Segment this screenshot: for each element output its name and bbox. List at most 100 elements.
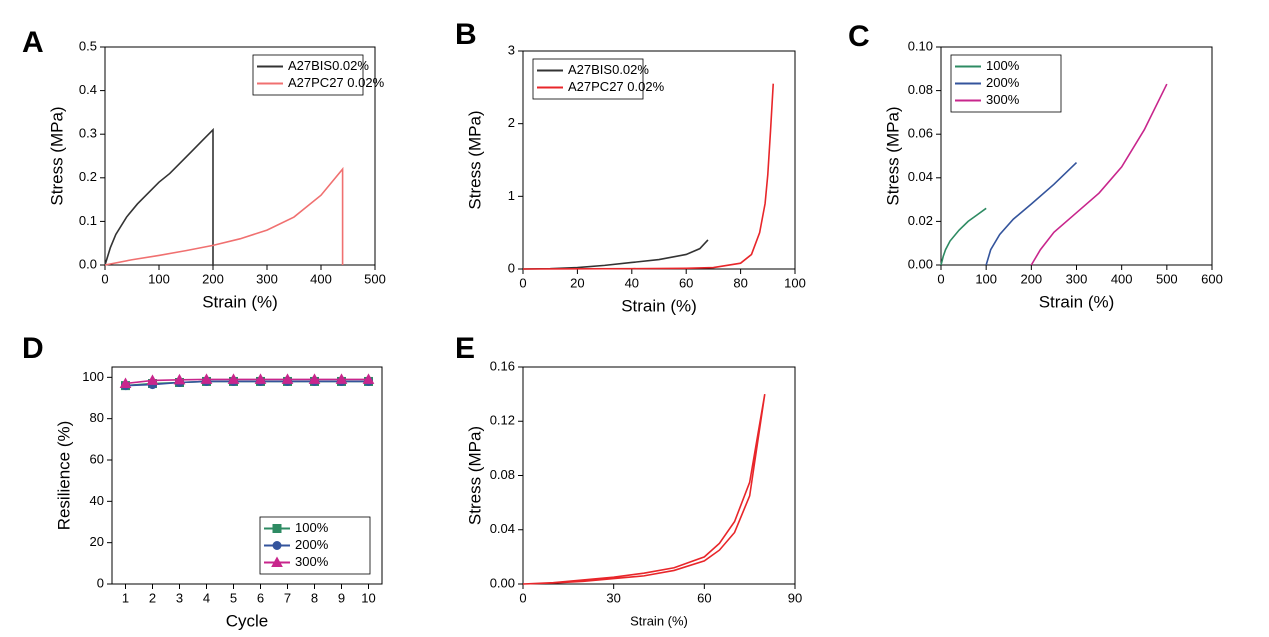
x-axis-label: Strain (%) <box>202 292 278 311</box>
x-tick-label: 60 <box>679 275 693 290</box>
legend-box <box>252 54 364 96</box>
legend-label: 100% <box>295 520 329 535</box>
y-tick-label: 0.3 <box>79 126 97 141</box>
series-line <box>985 161 1078 266</box>
y-tick-label: 0.00 <box>908 256 933 271</box>
legend-label: A27PC27 0.02% <box>288 75 385 90</box>
series-line <box>1030 83 1168 266</box>
panel: C 0 100 200 300 400 500 600 0.00 0.02 0.04 0.06 0.08… <box>848 20 1223 312</box>
legend-label: 300% <box>986 92 1020 107</box>
x-tick-label: 100 <box>148 271 170 286</box>
series-line <box>125 380 369 387</box>
x-tick-label: 6 <box>257 590 264 605</box>
y-tick-label: 2 <box>508 115 515 130</box>
marker <box>362 373 375 384</box>
x-tick-label: 500 <box>364 271 386 286</box>
y-tick-label: 1 <box>508 188 515 203</box>
y-tick-label: 0.4 <box>79 82 97 97</box>
y-tick-label: 100 <box>82 369 104 384</box>
marker <box>272 524 282 533</box>
legend-label: A27BIS0.02% <box>568 62 649 77</box>
x-tick-label: 0 <box>519 275 526 290</box>
y-tick-label: 80 <box>90 410 104 425</box>
x-tick-label: 7 <box>284 590 291 605</box>
legend-label: 200% <box>986 75 1020 90</box>
series-line <box>125 378 369 385</box>
marker <box>272 541 282 550</box>
y-axis-label: Stress (MPa) <box>465 110 484 209</box>
panel-label: E <box>455 332 475 365</box>
x-tick-label: 30 <box>606 590 620 605</box>
panel: B 0 20 40 60 80 100 0 1 2 3 Strain (%) Stress (MPa) A… <box>455 18 806 316</box>
legend-label: A27BIS0.02% <box>288 58 369 73</box>
y-axis-label: Stress (MPa) <box>465 426 484 525</box>
series-line <box>940 207 987 266</box>
y-axis-label: Resilience (%) <box>54 421 73 531</box>
y-tick-label: 0 <box>97 575 104 590</box>
x-tick-label: 0 <box>937 271 944 286</box>
y-tick-label: 0.00 <box>490 575 515 590</box>
x-tick-label: 100 <box>784 275 806 290</box>
legend-label: A27PC27 0.02% <box>568 79 665 94</box>
marker <box>173 373 186 385</box>
x-tick-label: 80 <box>733 275 747 290</box>
series-line <box>522 239 709 270</box>
series-line <box>522 393 766 585</box>
x-tick-label: 4 <box>203 590 210 605</box>
x-tick-label: 2 <box>149 590 156 605</box>
legend-label: 100% <box>986 58 1020 73</box>
marker <box>281 373 294 384</box>
marker <box>146 374 159 385</box>
x-axis-label: Cycle <box>226 611 269 630</box>
panel-label: C <box>848 20 870 53</box>
panel-label: D <box>22 332 44 365</box>
series-line <box>104 127 214 266</box>
panel: E 0 30 60 90 0.00 0.04 0.08 0.12 0.16 Strain (%) St… <box>455 332 802 629</box>
y-tick-label: 0 <box>508 260 515 275</box>
x-tick-label: 200 <box>1020 271 1042 286</box>
x-tick-label: 100 <box>975 271 997 286</box>
panel: A 0 100 200 300 400 500 0.0 0.1 0.2 0.3 0.4 0.5 Strai… <box>22 26 386 312</box>
x-tick-label: 9 <box>338 590 345 605</box>
x-tick-label: 5 <box>230 590 237 605</box>
marker <box>200 373 213 384</box>
legend-label: 200% <box>295 537 329 552</box>
y-tick-label: 60 <box>90 451 104 466</box>
y-tick-label: 0.08 <box>490 467 515 482</box>
y-tick-label: 0.0 <box>79 256 97 271</box>
y-tick-label: 0.12 <box>490 413 515 428</box>
x-tick-label: 300 <box>256 271 278 286</box>
plot-frame <box>104 46 376 266</box>
marker <box>227 373 240 384</box>
y-tick-label: 0.04 <box>490 521 515 536</box>
x-axis-label: Strain (%) <box>1039 292 1115 311</box>
x-tick-label: 10 <box>361 590 375 605</box>
legend-label: 300% <box>295 554 329 569</box>
panel-label: B <box>455 18 477 51</box>
panel: D1 2 3 4 5 6 7 8 9 10020406080100CycleResilience … <box>22 332 383 630</box>
x-tick-label: 0 <box>101 271 108 286</box>
x-tick-label: 40 <box>625 275 639 290</box>
x-axis-label: Strain (%) <box>630 613 688 628</box>
plot-frame <box>522 366 796 585</box>
y-tick-label: 3 <box>508 42 515 57</box>
x-tick-label: 3 <box>176 590 183 605</box>
y-tick-label: 0.02 <box>908 213 933 228</box>
x-tick-label: 0 <box>519 590 526 605</box>
y-tick-label: 20 <box>90 534 104 549</box>
series-line <box>522 83 775 270</box>
y-tick-label: 0.5 <box>79 38 97 53</box>
marker <box>254 373 267 384</box>
y-tick-label: 0.06 <box>908 126 933 141</box>
x-tick-label: 400 <box>1111 271 1133 286</box>
x-tick-label: 20 <box>570 275 584 290</box>
x-axis-label: Strain (%) <box>621 296 697 315</box>
marker <box>271 556 283 567</box>
y-axis-label: Stress (MPa) <box>883 106 902 205</box>
plot-frame <box>111 366 383 585</box>
x-tick-label: 600 <box>1201 271 1223 286</box>
x-tick-label: 1 <box>122 590 129 605</box>
x-tick-label: 8 <box>311 590 318 605</box>
x-tick-label: 200 <box>202 271 224 286</box>
